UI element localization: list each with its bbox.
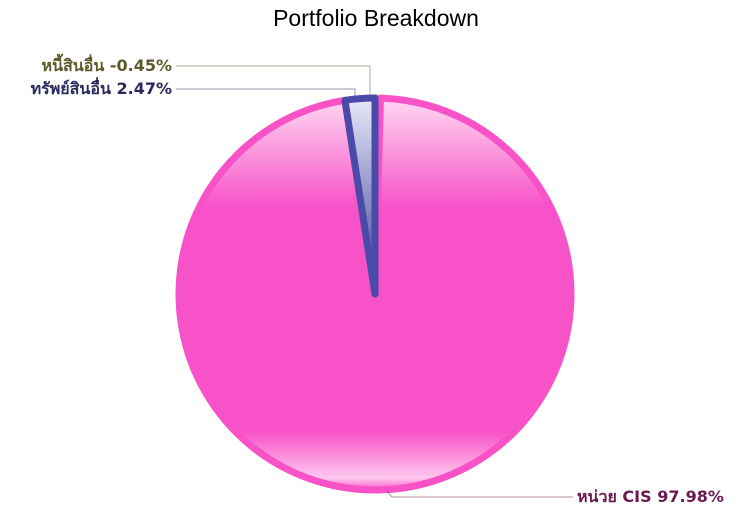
slice-value: 2.47%: [116, 79, 172, 98]
leader-line: [176, 65, 371, 96]
slice-value: -0.45%: [110, 56, 172, 75]
slice-name: หน่วย CIS: [577, 487, 652, 506]
slice-label: ทรัพย์สินอื่น 2.47%: [31, 77, 172, 98]
slice-label: หนี้สินอื่น -0.45%: [42, 53, 172, 75]
slice-name: ทรัพย์สินอื่น: [31, 77, 111, 98]
leader-line: [387, 491, 573, 498]
leader-line: [176, 88, 356, 97]
slice-name: หนี้สินอื่น: [42, 53, 105, 75]
slice-value: 97.98%: [657, 487, 724, 506]
chart-title: Portfolio Breakdown: [273, 5, 479, 31]
slice-label: หน่วย CIS 97.98%: [577, 487, 724, 506]
pie-slice: [341, 94, 379, 298]
